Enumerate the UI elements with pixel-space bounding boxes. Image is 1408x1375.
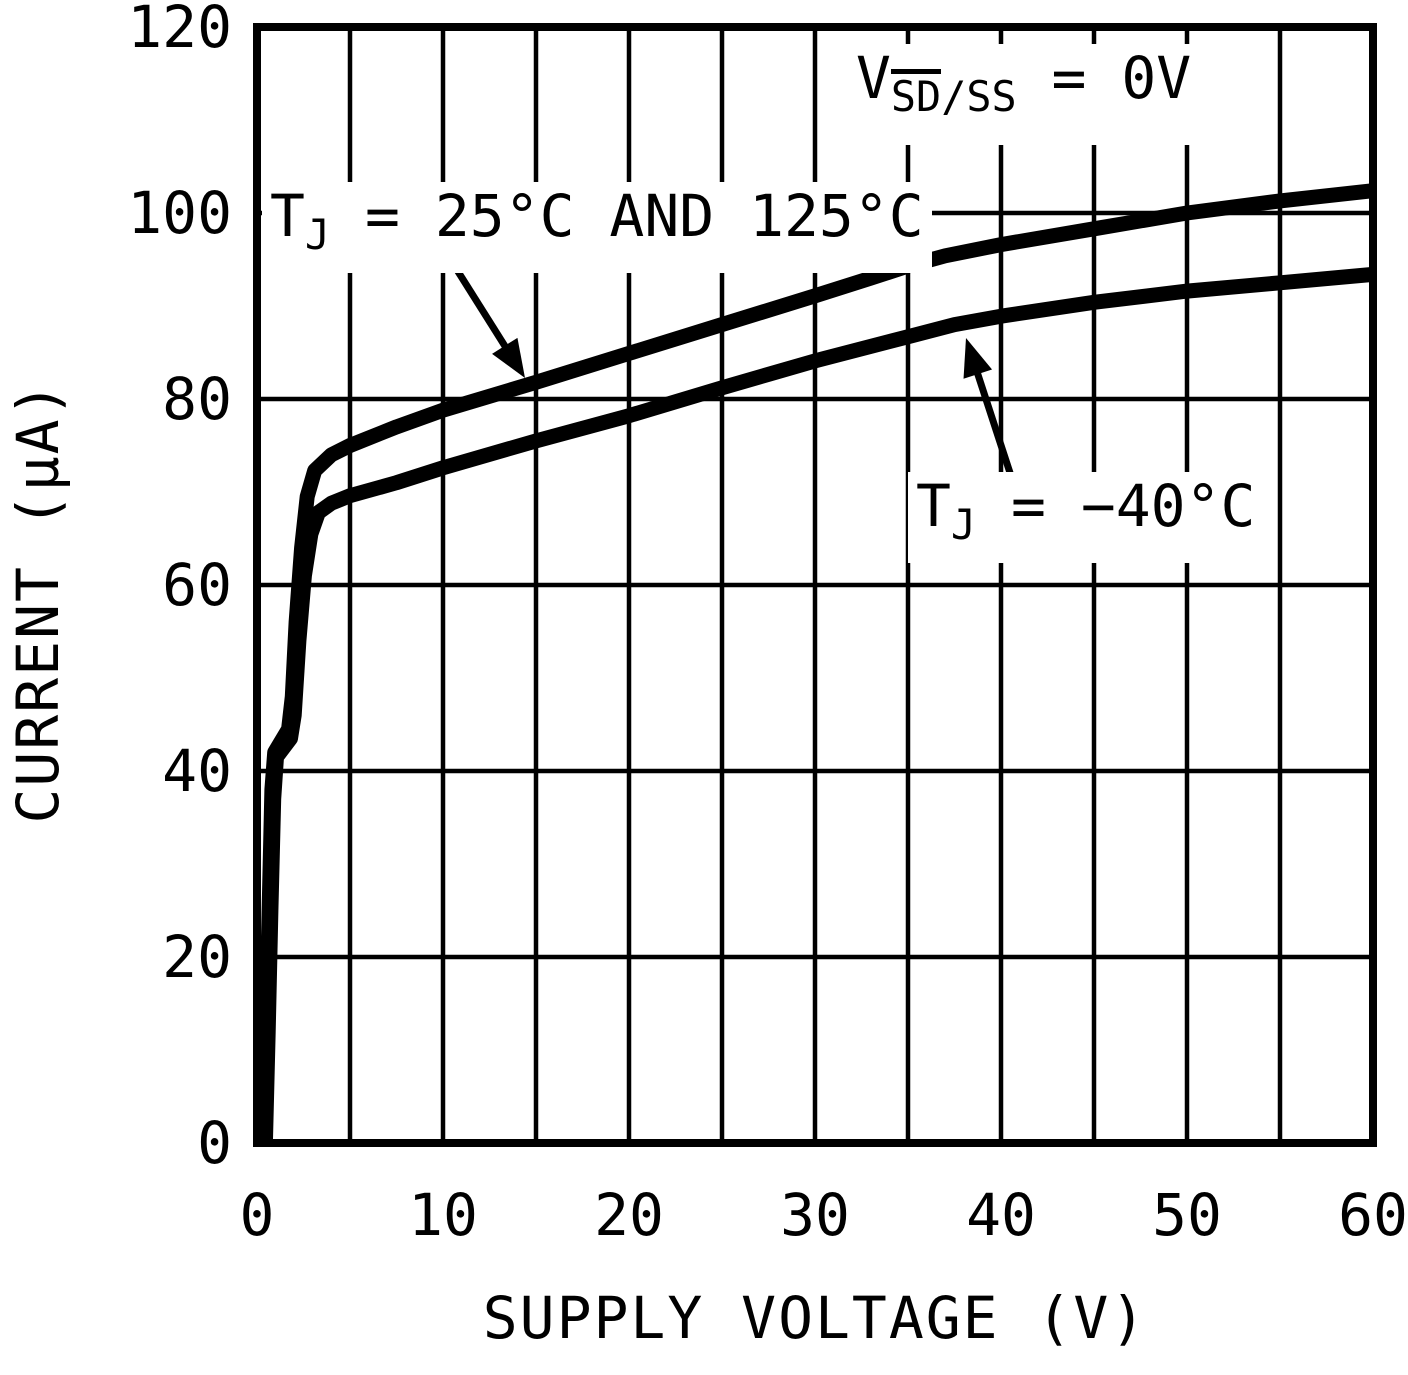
hot-subscript: J xyxy=(304,209,331,259)
condition-sub-overline: SD xyxy=(890,68,942,118)
y-tick-label: 60 xyxy=(162,551,232,619)
condition-sub-rest: /SS xyxy=(941,71,1017,121)
x-tick-label: 60 xyxy=(1338,1181,1408,1249)
x-tick-label: 20 xyxy=(594,1181,664,1249)
x-tick-label: 40 xyxy=(966,1181,1036,1249)
x-tick-label: 50 xyxy=(1152,1181,1222,1249)
x-tick-label: 10 xyxy=(408,1181,478,1249)
condition-prefix: V xyxy=(856,44,891,112)
x-tick-label: 30 xyxy=(780,1181,850,1249)
cold-prefix: T xyxy=(916,472,951,540)
annotation-hot-curve-label: TJ = 25°C AND 125°C xyxy=(262,182,932,273)
y-axis-title: CURRENT (µA) xyxy=(4,380,72,824)
condition-value: = 0V xyxy=(1016,44,1192,112)
x-axis-title: SUPPLY VOLTAGE (V) xyxy=(482,1284,1148,1352)
annotation-cold-curve-label: TJ = −40°C xyxy=(908,472,1264,563)
y-tick-label: 20 xyxy=(162,923,232,991)
cold-value: = −40°C xyxy=(976,472,1256,540)
y-tick-label: 120 xyxy=(127,0,232,61)
annotation-shutdown-condition: VSD/SS = 0V xyxy=(848,44,1200,145)
y-tick-label: 80 xyxy=(162,365,232,433)
y-tick-label: 100 xyxy=(127,179,232,247)
x-tick-label: 0 xyxy=(239,1181,275,1249)
y-tick-label: 40 xyxy=(162,737,232,805)
cold-subscript: J xyxy=(950,499,977,549)
hot-prefix: T xyxy=(270,182,305,250)
y-tick-label: 0 xyxy=(197,1109,232,1177)
hot-value: = 25°C AND 125°C xyxy=(330,182,924,250)
